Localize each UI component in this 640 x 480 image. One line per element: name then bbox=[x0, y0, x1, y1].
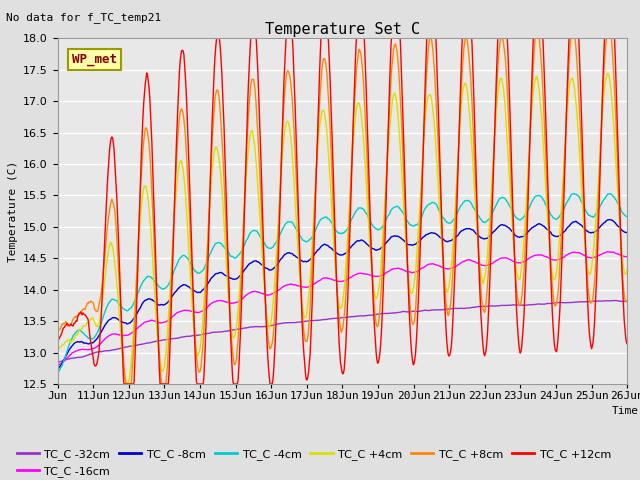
Line: TC_C +8cm: TC_C +8cm bbox=[58, 32, 627, 384]
TC_C +12cm bbox=[403, 236, 410, 241]
TC_C +4cm bbox=[402, 241, 410, 247]
TC_C -4cm bbox=[54, 370, 61, 375]
TC_C +4cm bbox=[124, 381, 131, 387]
TC_C -16cm bbox=[120, 333, 128, 338]
Line: TC_C +12cm: TC_C +12cm bbox=[58, 32, 627, 384]
TC_C +8cm bbox=[226, 310, 234, 315]
Line: TC_C -8cm: TC_C -8cm bbox=[58, 220, 627, 369]
TC_C -32cm bbox=[54, 360, 61, 365]
TC_C -8cm bbox=[54, 366, 61, 372]
TC_C -32cm bbox=[401, 309, 409, 314]
TC_C +4cm bbox=[276, 195, 284, 201]
X-axis label: Time: Time bbox=[612, 407, 639, 417]
TC_C -8cm bbox=[401, 239, 409, 245]
Line: TC_C -4cm: TC_C -4cm bbox=[58, 193, 627, 372]
TC_C -32cm bbox=[225, 328, 233, 334]
TC_C -4cm bbox=[433, 203, 441, 209]
TC_C +4cm bbox=[120, 371, 128, 377]
TC_C -4cm bbox=[275, 234, 283, 240]
TC_C -32cm bbox=[275, 321, 283, 327]
TC_C +8cm bbox=[254, 135, 262, 141]
Y-axis label: Temperature (C): Temperature (C) bbox=[8, 161, 17, 262]
TC_C -8cm bbox=[253, 259, 261, 264]
TC_C -32cm bbox=[611, 298, 619, 303]
TC_C -16cm bbox=[433, 262, 441, 268]
TC_C -16cm bbox=[604, 249, 612, 255]
TC_C +8cm bbox=[120, 368, 128, 374]
TC_C -32cm bbox=[120, 345, 128, 350]
TC_C +8cm bbox=[623, 298, 631, 303]
Line: TC_C -16cm: TC_C -16cm bbox=[58, 252, 627, 366]
TC_C -8cm bbox=[623, 230, 631, 236]
TC_C -8cm bbox=[605, 217, 613, 223]
TC_C +4cm bbox=[623, 267, 631, 273]
TC_C -4cm bbox=[120, 306, 128, 312]
Line: TC_C -32cm: TC_C -32cm bbox=[58, 300, 627, 362]
TC_C -4cm bbox=[623, 214, 631, 219]
TC_C +12cm bbox=[435, 115, 442, 120]
TC_C +4cm bbox=[226, 314, 234, 320]
TC_C +12cm bbox=[255, 96, 262, 102]
TC_C -32cm bbox=[623, 298, 631, 304]
TC_C -16cm bbox=[253, 289, 261, 295]
TC_C -16cm bbox=[225, 300, 233, 306]
TC_C -32cm bbox=[433, 307, 441, 312]
Text: No data for f_TC_temp21: No data for f_TC_temp21 bbox=[6, 12, 162, 23]
TC_C +12cm bbox=[226, 313, 234, 319]
TC_C +4cm bbox=[604, 71, 612, 76]
TC_C -16cm bbox=[623, 254, 631, 260]
TC_C +12cm bbox=[248, 29, 255, 35]
TC_C -16cm bbox=[275, 287, 283, 293]
Legend: TC_C -32cm, TC_C -16cm, TC_C -8cm, TC_C -4cm, TC_C +4cm, TC_C +8cm, TC_C +12cm: TC_C -32cm, TC_C -16cm, TC_C -8cm, TC_C … bbox=[12, 445, 616, 480]
TC_C +8cm bbox=[122, 381, 130, 387]
TC_C -8cm bbox=[433, 232, 441, 238]
TC_C -8cm bbox=[225, 275, 233, 280]
TC_C -8cm bbox=[120, 320, 128, 325]
TC_C +4cm bbox=[54, 348, 61, 354]
TC_C -16cm bbox=[401, 268, 409, 274]
TC_C +12cm bbox=[54, 337, 61, 343]
TC_C +8cm bbox=[54, 330, 61, 336]
TC_C -4cm bbox=[570, 191, 577, 196]
TC_C +8cm bbox=[532, 29, 540, 35]
TC_C -16cm bbox=[54, 363, 61, 369]
TC_C +4cm bbox=[254, 187, 262, 193]
TC_C +12cm bbox=[623, 341, 631, 347]
TC_C -4cm bbox=[225, 251, 233, 256]
TC_C +8cm bbox=[434, 133, 442, 139]
TC_C +12cm bbox=[276, 192, 284, 197]
TC_C +8cm bbox=[276, 197, 284, 203]
Title: Temperature Set C: Temperature Set C bbox=[265, 22, 420, 37]
TC_C -4cm bbox=[253, 229, 261, 235]
Text: WP_met: WP_met bbox=[72, 53, 117, 66]
TC_C +8cm bbox=[402, 226, 410, 232]
TC_C +12cm bbox=[122, 381, 129, 387]
Line: TC_C +4cm: TC_C +4cm bbox=[58, 73, 627, 384]
TC_C -4cm bbox=[401, 214, 409, 219]
TC_C +12cm bbox=[120, 381, 128, 387]
TC_C -32cm bbox=[253, 324, 261, 329]
TC_C -8cm bbox=[275, 259, 283, 265]
TC_C +4cm bbox=[434, 176, 442, 181]
